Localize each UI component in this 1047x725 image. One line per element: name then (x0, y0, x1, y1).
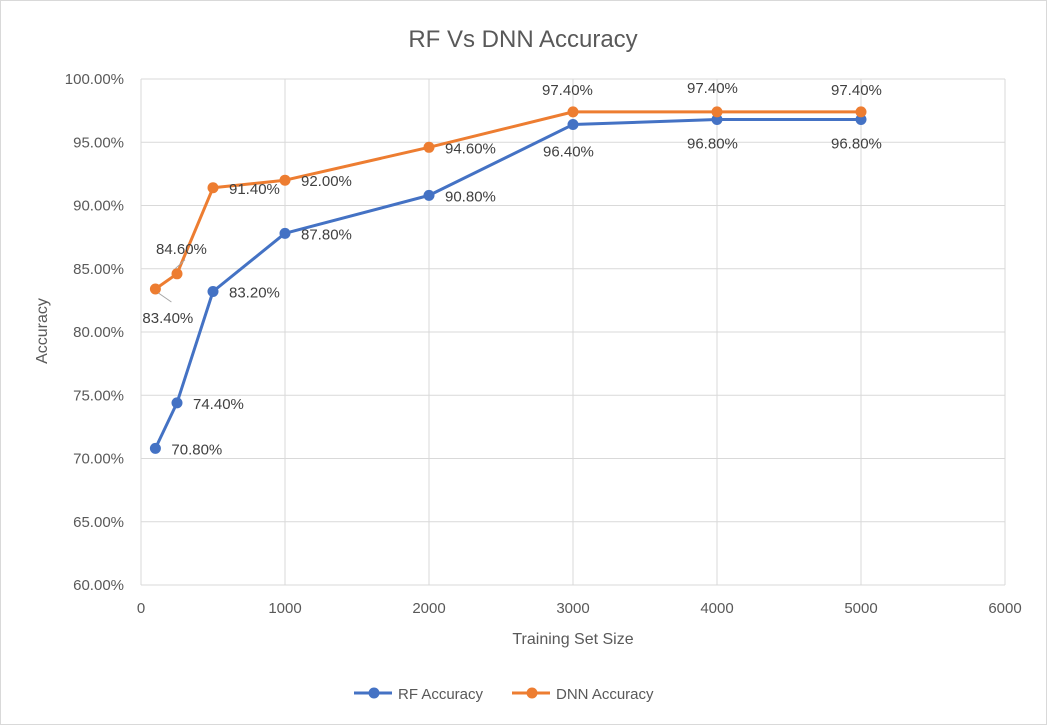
series-line-rf (154, 117, 861, 450)
y-axis-title: Accuracy (34, 298, 51, 364)
y-tick-label: 90.00% (73, 198, 124, 215)
data-point (171, 397, 183, 409)
data-label: 96.40% (543, 144, 594, 161)
data-label: 84.60% (156, 241, 207, 258)
y-tick-label: 60.00% (73, 577, 124, 594)
data-point (423, 189, 435, 201)
gridlines (140, 78, 1006, 586)
series-line-dnn (154, 110, 861, 291)
x-tick-label: 6000 (988, 600, 1021, 617)
y-tick-label: 100.00% (65, 71, 124, 88)
data-point (855, 106, 867, 118)
data-label: 90.80% (445, 188, 496, 205)
legend: RF Accuracy DNN Accuracy (354, 686, 654, 703)
x-tick-label: 1000 (268, 600, 301, 617)
data-label: 96.80% (687, 135, 738, 152)
y-tick-label: 75.00% (73, 387, 124, 404)
data-point (279, 227, 291, 239)
x-tick-label: 0 (137, 600, 145, 617)
data-point (567, 119, 579, 131)
data-label: 70.80% (171, 441, 222, 458)
data-label: 83.20% (229, 285, 280, 302)
data-label: 97.40% (542, 82, 593, 99)
x-tick-label: 4000 (700, 600, 733, 617)
y-axis-ticks: 60.00% 65.00% 70.00% 75.00% 80.00% 85.00% 90.0… (65, 71, 124, 594)
data-point (149, 442, 161, 454)
data-point (711, 113, 723, 125)
x-tick-label: 5000 (844, 600, 877, 617)
data-point (279, 174, 291, 186)
chart-title: RF Vs DNN Accuracy (408, 26, 637, 53)
data-label: 97.40% (687, 80, 738, 97)
data-point (149, 283, 161, 295)
data-point (711, 106, 723, 118)
data-labels: 70.80% 74.40% 83.20% 87.80% 90.80% 96.40% 96.8… (142, 80, 881, 458)
x-axis-ticks: 0 1000 2000 3000 4000 5000 6000 (137, 600, 1022, 617)
legend-swatch-marker (368, 687, 380, 699)
data-point (207, 286, 219, 298)
data-point (567, 106, 579, 118)
data-point (171, 268, 183, 280)
y-tick-label: 80.00% (73, 324, 124, 341)
legend-label: DNN Accuracy (556, 686, 654, 703)
data-point (855, 113, 867, 125)
data-point (207, 182, 219, 194)
legend-swatch-marker (526, 687, 538, 699)
y-tick-label: 95.00% (73, 134, 124, 151)
data-point (423, 141, 435, 153)
legend-label: RF Accuracy (398, 686, 484, 703)
data-label: 87.80% (301, 226, 352, 243)
data-label: 83.40% (142, 310, 193, 327)
x-tick-label: 3000 (556, 600, 589, 617)
leader-line (174, 259, 186, 270)
series-lines (149, 106, 867, 454)
data-label: 96.80% (831, 135, 882, 152)
y-tick-label: 65.00% (73, 514, 124, 531)
leader-line (158, 292, 172, 303)
x-axis-title: Training Set Size (512, 631, 633, 648)
x-tick-label: 2000 (412, 600, 445, 617)
y-tick-label: 70.00% (73, 451, 124, 468)
data-label: 92.00% (301, 173, 352, 190)
data-label: 74.40% (193, 396, 244, 413)
y-tick-label: 85.00% (73, 261, 124, 278)
data-label: 91.40% (229, 181, 280, 198)
data-label: 97.40% (831, 82, 882, 99)
data-label: 94.60% (445, 140, 496, 157)
